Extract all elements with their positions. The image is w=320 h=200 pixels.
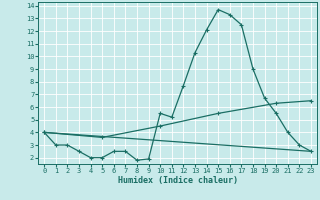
X-axis label: Humidex (Indice chaleur): Humidex (Indice chaleur) (118, 176, 238, 185)
